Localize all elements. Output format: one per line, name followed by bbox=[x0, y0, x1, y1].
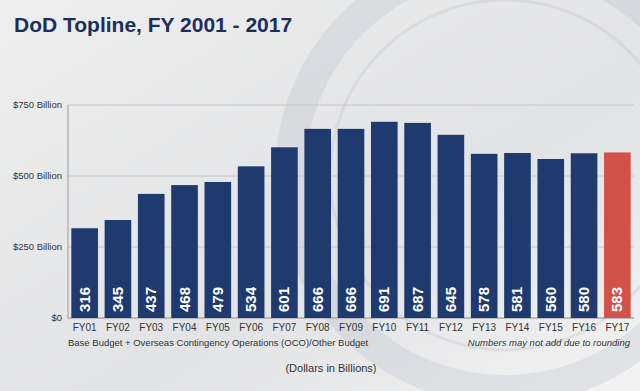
bar bbox=[338, 129, 365, 318]
y-tick-label: $0 bbox=[51, 312, 62, 323]
chart-svg: DoD Topline, FY 2001 - 2017 $0 $250 Billio… bbox=[0, 0, 640, 391]
x-tick-label: FY10 bbox=[372, 322, 396, 333]
y-tick-label: $750 Billion bbox=[13, 99, 62, 110]
x-tick-label: FY14 bbox=[506, 322, 530, 333]
bar bbox=[537, 159, 564, 318]
chart-root: DoD Topline, FY 2001 - 2017 $0 $250 Billio… bbox=[0, 0, 640, 391]
data-label: 601 bbox=[275, 287, 292, 312]
data-label: 666 bbox=[342, 287, 359, 312]
bars bbox=[71, 122, 630, 318]
x-tick-label: FY09 bbox=[339, 322, 363, 333]
data-label: 583 bbox=[608, 287, 625, 312]
x-tick-label: FY08 bbox=[306, 322, 330, 333]
x-tick-label: FY02 bbox=[106, 322, 130, 333]
data-label: 534 bbox=[242, 286, 259, 312]
bar bbox=[371, 122, 398, 318]
bar bbox=[71, 228, 98, 318]
annotation: Numbers may not add due to rounding bbox=[468, 337, 631, 348]
data-label: 666 bbox=[309, 287, 326, 312]
watermark bbox=[290, 0, 640, 390]
grid bbox=[68, 105, 634, 318]
bar bbox=[105, 220, 132, 318]
data-label: 316 bbox=[76, 287, 93, 312]
grid-line bbox=[68, 105, 634, 106]
bar bbox=[571, 153, 598, 318]
bar bbox=[271, 147, 298, 318]
bar bbox=[205, 182, 232, 318]
bar bbox=[171, 185, 198, 318]
data-label: 345 bbox=[109, 287, 126, 312]
title: DoD Topline, FY 2001 - 2017 bbox=[14, 13, 292, 36]
y-tick-label: $500 Billion bbox=[13, 170, 62, 181]
bar bbox=[304, 129, 331, 318]
y-tick-label: $250 Billion bbox=[13, 241, 62, 252]
y-axis-line bbox=[68, 105, 69, 318]
data-label: 645 bbox=[442, 287, 459, 312]
x-tick-label: FY12 bbox=[439, 322, 463, 333]
x-tick-label: FY01 bbox=[73, 322, 97, 333]
data-label: 581 bbox=[508, 287, 525, 312]
data-label: 578 bbox=[475, 287, 492, 312]
annotation: Base Budget + Overseas Contingency Opera… bbox=[68, 337, 369, 348]
x-tick-label: FY13 bbox=[472, 322, 496, 333]
data-label: 580 bbox=[575, 287, 592, 312]
x-tick-label: FY15 bbox=[539, 322, 563, 333]
data-label: 437 bbox=[142, 287, 159, 312]
x-tick-label: FY03 bbox=[139, 322, 163, 333]
data-label: 691 bbox=[375, 287, 392, 312]
bar bbox=[471, 154, 498, 318]
x-tick-label: FY05 bbox=[206, 322, 230, 333]
bar bbox=[438, 135, 465, 318]
x-tick-label: FY06 bbox=[239, 322, 263, 333]
x-tick-label: FY04 bbox=[173, 322, 197, 333]
data-label: 560 bbox=[542, 287, 559, 312]
x-tick-label: FY16 bbox=[572, 322, 596, 333]
data-label: 479 bbox=[209, 287, 226, 312]
data-label: 687 bbox=[409, 287, 426, 312]
x-axis-label: (Dollars in Billions) bbox=[285, 362, 376, 374]
x-tick-label: FY17 bbox=[605, 322, 629, 333]
data-label: 468 bbox=[176, 287, 193, 312]
bar bbox=[504, 153, 531, 318]
bar bbox=[404, 123, 431, 318]
bar bbox=[238, 166, 265, 318]
data-labels: 316 345 437 468 479 534 601 666 666 691 687 645 578 5… bbox=[76, 286, 626, 312]
x-tick-label: FY11 bbox=[406, 322, 430, 333]
x-tick-label: FY07 bbox=[272, 322, 296, 333]
bar bbox=[138, 194, 165, 318]
bar bbox=[604, 152, 631, 318]
